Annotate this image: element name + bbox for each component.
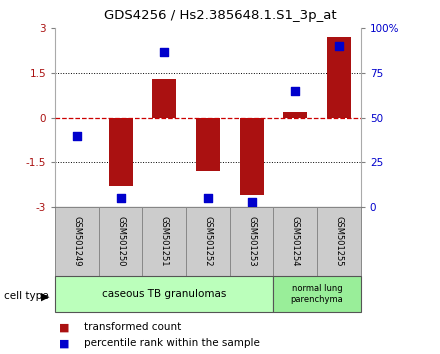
Bar	[55, 276, 273, 312]
Bar	[196, 118, 220, 171]
Point	[117, 195, 124, 201]
Text: GSM501253: GSM501253	[247, 216, 256, 267]
Bar	[186, 207, 230, 276]
Text: GSM501254: GSM501254	[291, 216, 300, 267]
Bar	[239, 118, 264, 195]
Text: GSM501255: GSM501255	[334, 216, 344, 267]
Bar	[152, 79, 176, 118]
Bar	[99, 207, 143, 276]
Point	[161, 49, 168, 55]
Text: ▶: ▶	[40, 291, 49, 301]
Bar	[283, 112, 307, 118]
Text: caseous TB granulomas: caseous TB granulomas	[102, 289, 227, 299]
Point	[204, 195, 211, 201]
Text: cell type: cell type	[4, 291, 49, 301]
Text: normal lung
parenchyma: normal lung parenchyma	[291, 284, 344, 303]
Text: ■: ■	[59, 322, 70, 332]
Point	[335, 44, 342, 49]
Text: transformed count: transformed count	[84, 322, 181, 332]
Text: GSM501249: GSM501249	[72, 216, 81, 267]
Text: GDS4256 / Hs2.385648.1.S1_3p_at: GDS4256 / Hs2.385648.1.S1_3p_at	[104, 9, 336, 22]
Point	[248, 199, 255, 205]
Text: ■: ■	[59, 338, 70, 348]
Point	[292, 88, 299, 94]
Point	[73, 133, 81, 138]
Text: GSM501251: GSM501251	[160, 216, 169, 267]
Bar	[327, 37, 351, 118]
Bar	[230, 207, 273, 276]
Bar	[55, 207, 99, 276]
Bar	[143, 207, 186, 276]
Bar	[273, 207, 317, 276]
Bar	[109, 118, 132, 186]
Text: GSM501250: GSM501250	[116, 216, 125, 267]
Bar	[273, 276, 361, 312]
Text: GSM501252: GSM501252	[203, 216, 213, 267]
Bar	[317, 207, 361, 276]
Text: percentile rank within the sample: percentile rank within the sample	[84, 338, 260, 348]
